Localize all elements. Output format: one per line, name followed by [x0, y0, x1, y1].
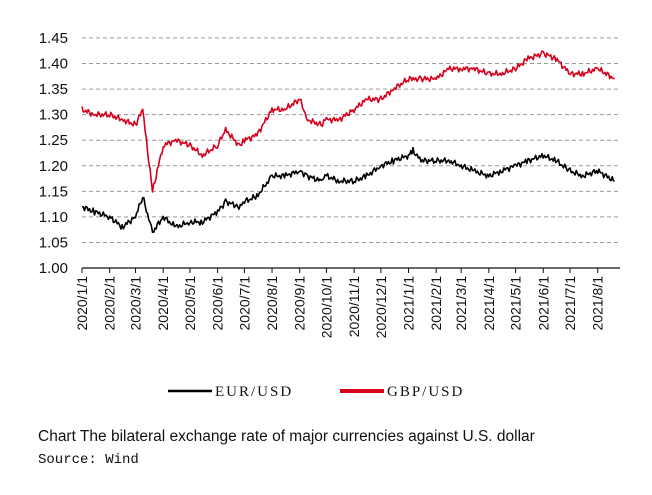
y-tick-label: 1.45 [39, 30, 68, 47]
x-tick-label: 2020/1/1 [74, 276, 90, 331]
x-tick-label: 2020/8/1 [264, 276, 280, 331]
y-tick-label: 1.10 [39, 209, 68, 226]
x-tick-label: 2020/4/1 [155, 276, 171, 331]
x-tick-label: 2020/3/1 [128, 276, 144, 331]
chart-source: Source: Wind [38, 452, 139, 468]
x-tick-label: 2020/2/1 [102, 276, 118, 331]
x-tick-label: 2021/1/1 [401, 276, 417, 331]
y-tick-label: 1.05 [39, 234, 68, 251]
legend: EUR/USD GBP/USD [168, 384, 464, 400]
y-tick-label: 1.30 [39, 107, 68, 124]
y-tick-label: 1.25 [39, 132, 68, 149]
series-lines [81, 50, 615, 234]
chart-caption: Chart The bilateral exchange rate of maj… [38, 428, 535, 445]
y-axis: 1.00 1.05 1.10 1.15 1.20 1.25 1.30 1.35 1.40 1.45 [39, 30, 68, 277]
legend-label-gbp-usd: GBP/USD [387, 384, 464, 400]
series-line-gbp-usd [81, 50, 615, 193]
x-tick-label: 2021/2/1 [428, 276, 444, 331]
y-tick-label: 1.00 [39, 260, 68, 277]
x-tick-label: 2021/8/1 [590, 276, 606, 331]
grid-lines [82, 37, 620, 243]
x-axis: 2020/1/1 2020/2/1 2020/3/1 2020/4/1 2020/5/1… [74, 267, 620, 338]
x-tick-label: 2020/12/1 [373, 276, 389, 338]
x-tick-label: 2020/6/1 [210, 276, 226, 331]
x-tick-label: 2021/4/1 [481, 276, 497, 331]
x-tick-label: 2020/5/1 [182, 276, 198, 331]
x-tick-label: 2020/11/1 [346, 276, 362, 337]
legend-label-eur-usd: EUR/USD [215, 384, 293, 400]
x-tick-label: 2021/6/1 [535, 276, 551, 331]
x-tick-label: 2021/3/1 [453, 276, 469, 331]
x-tick-label: 2020/7/1 [236, 276, 252, 331]
x-tick-label: 2021/7/1 [562, 276, 578, 331]
y-tick-label: 1.20 [39, 158, 68, 175]
x-tick-label: 2020/9/1 [292, 276, 308, 331]
y-tick-label: 1.40 [39, 56, 68, 73]
series-line-eur-usd [81, 146, 615, 234]
y-tick-label: 1.15 [39, 183, 68, 200]
x-tick-label: 2020/10/1 [318, 276, 334, 338]
x-tick-label: 2021/5/1 [508, 276, 524, 331]
y-tick-label: 1.35 [39, 81, 68, 98]
